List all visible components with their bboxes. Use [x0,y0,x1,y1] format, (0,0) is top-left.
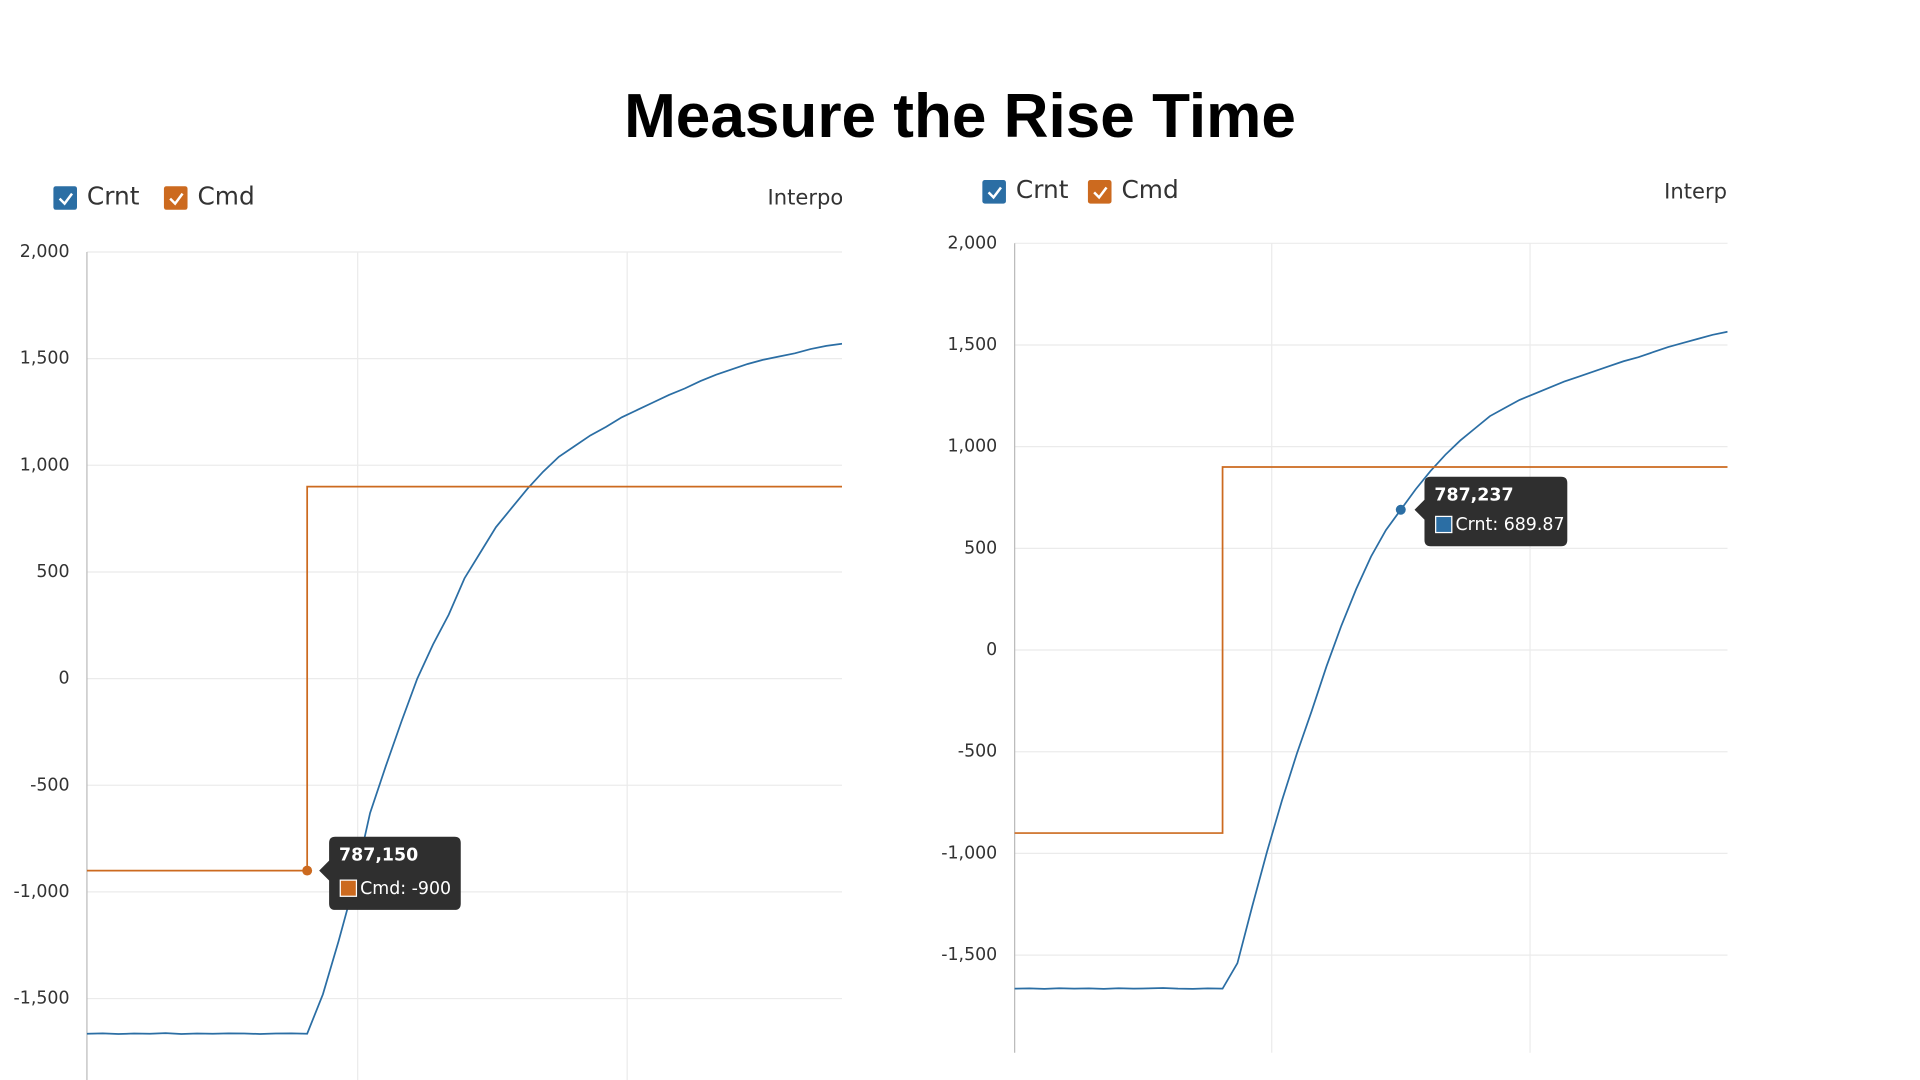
slide-title: Measure the Rise Time [624,82,1296,151]
series-line [1014,330,1728,990]
y-tick-label: 2,000 [947,233,997,253]
tooltip-box [1414,476,1568,547]
y-tick-label: -500 [958,742,997,762]
hover-point [302,865,313,876]
check-mark [987,186,1002,200]
y-tick-label: 0 [58,669,69,689]
tooltip-swatch [339,879,358,897]
y-tick-label: -1,500 [941,945,997,965]
legend-item[interactable]: Cmd [1087,175,1179,204]
series-line [1014,466,1728,834]
check-mark [1093,186,1108,200]
tooltip-title: 787,150 [339,845,418,865]
check-mark [58,192,74,206]
legend-label: Cmd [1121,175,1178,204]
legend-item[interactable]: Cmd [163,181,255,210]
hover-point [1395,504,1406,515]
legend-checkbox [982,180,1006,204]
y-tick-label: 1,000 [947,437,997,457]
tooltip-label: Crnt: 689.87 [1456,515,1565,535]
tooltip-title: 787,237 [1434,485,1513,505]
legend-label: Crnt [87,181,140,210]
interpolation-label: Interpo [1664,178,1740,203]
tooltip-label: Cmd: -900 [360,879,451,899]
check-mark [169,192,184,206]
y-tick-label: -1,000 [941,843,997,863]
y-tick-label: 1,500 [947,335,997,355]
y-tick-label: 500 [36,562,69,582]
legend-checkbox [53,186,77,210]
tooltip-swatch [1435,515,1453,534]
legend-item[interactable]: Crnt [53,181,140,210]
y-tick-label: 2,000 [20,242,70,262]
y-tick-label: 1,500 [20,349,70,369]
legend-item[interactable]: Crnt [982,175,1069,204]
y-tick-label: 500 [964,538,997,558]
series-line [86,485,843,872]
y-tick-label: -1,000 [14,882,70,902]
interpolation-label: Interpo [768,185,844,210]
legend-checkbox [1087,180,1112,204]
y-tick-label: -500 [30,775,69,795]
y-tick-label: -1,500 [14,989,70,1009]
y-tick-label: 0 [986,640,997,660]
legend-label: Cmd [197,181,254,210]
legend-checkbox [163,186,188,210]
legend-label: Crnt [1016,175,1069,204]
y-tick-label: 1,000 [20,455,70,475]
series-line [86,342,843,1035]
